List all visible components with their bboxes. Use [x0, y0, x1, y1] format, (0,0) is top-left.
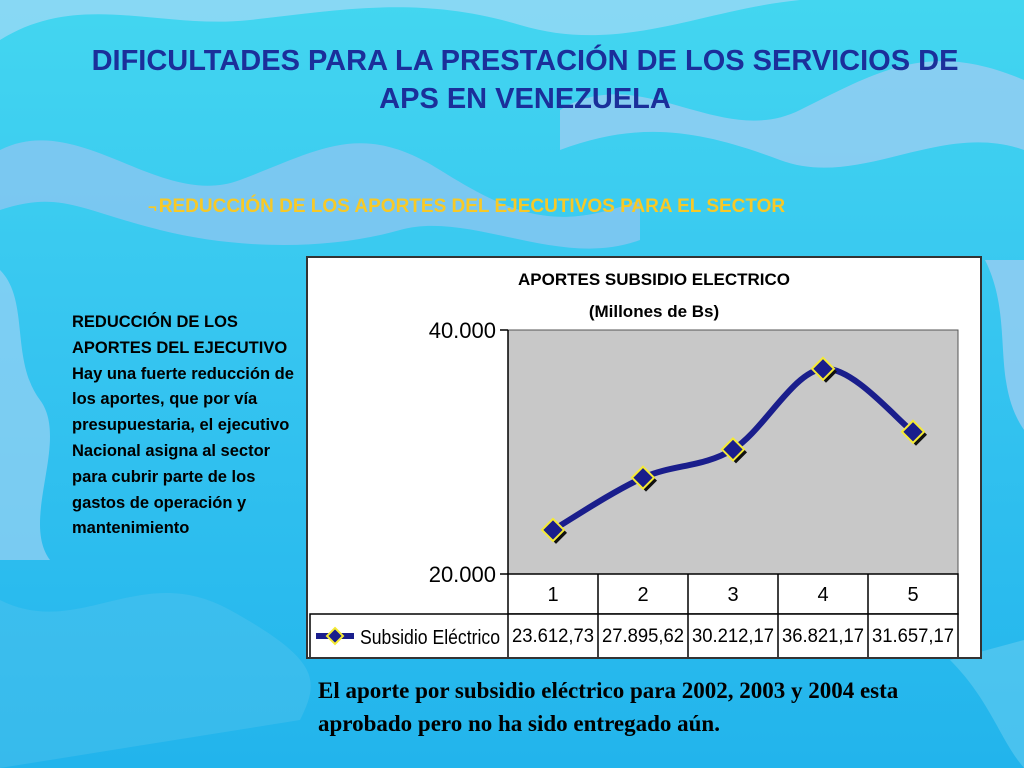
value-row [309, 613, 959, 657]
subtitle-text: REDUCCIÓN DE LOS APORTES DEL EJECUTIVOS … [158, 196, 786, 217]
chart-title: APORTES SUBSIDIO ELECTRICO [518, 270, 790, 289]
category-label: 3 [727, 584, 738, 606]
category-label: 2 [637, 584, 648, 606]
data-label: 36.821,17 [782, 626, 864, 647]
y-tick-label: 20.000 [429, 562, 496, 587]
chart-subtitle: (Millones de Bs) [589, 302, 719, 321]
bullet-arrow-icon: ¬ [148, 199, 157, 216]
slide-title: DIFICULTADES PARA LA PRESTACIÓN DE LOS S… [91, 45, 959, 115]
chart-axes: 20.000 40.000 [429, 318, 509, 587]
data-point-marker [630, 465, 656, 491]
chart-svg: APORTES SUBSIDIO ELECTRICO (Millones de … [309, 270, 959, 657]
chart-container: APORTES SUBSIDIO ELECTRICO (Millones de … [306, 256, 982, 659]
data-label: 23.612,73 [512, 626, 594, 647]
data-point-marker [720, 436, 746, 462]
footnote: El aporte por subsidio eléctrico para 20… [318, 678, 899, 736]
category-label: 1 [547, 584, 558, 606]
category-label: 4 [817, 584, 828, 606]
data-label: 27.895,62 [602, 626, 684, 647]
series-layer [540, 356, 927, 544]
side-description: REDUCCIÓN DE LOS APORTES DEL EJECUTIVO H… [72, 313, 294, 538]
data-label: 30.212,17 [692, 626, 774, 647]
category-label: 5 [907, 584, 918, 606]
data-point-marker [540, 517, 566, 543]
legend-label: Subsidio Eléctrico [360, 627, 500, 649]
section-subtitle: ¬ REDUCCIÓN DE LOS APORTES DEL EJECUTIVOS… [148, 196, 785, 218]
legend-diamond-icon [325, 626, 345, 646]
data-table: 1 2 3 4 5 23.612,73 27.895,62 30.212,17 36.821,1… [309, 573, 959, 657]
data-point-marker [900, 419, 926, 445]
data-point-marker [810, 356, 836, 382]
data-label: 31.657,17 [872, 626, 954, 647]
y-tick-label: 40.000 [429, 318, 496, 343]
